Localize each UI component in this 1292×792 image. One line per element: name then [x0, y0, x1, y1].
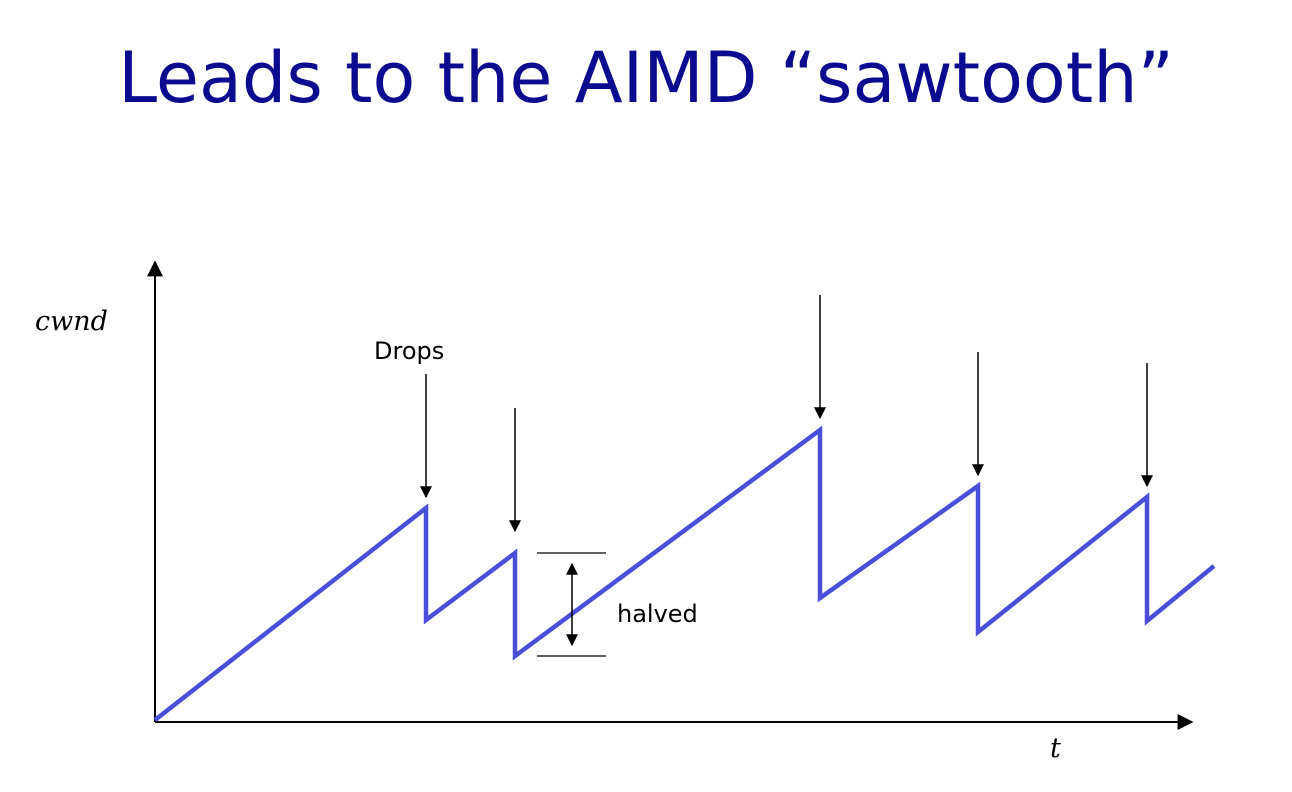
cwnd-sawtooth-line — [153, 425, 1216, 722]
drops-label: Drops — [374, 337, 444, 365]
x-axis-label: t — [1050, 733, 1061, 764]
slide-title: Leads to the AIMD “sawtooth” — [118, 37, 1174, 119]
y-axis-label: cwnd — [35, 306, 108, 337]
halved-label: halved — [617, 600, 698, 628]
